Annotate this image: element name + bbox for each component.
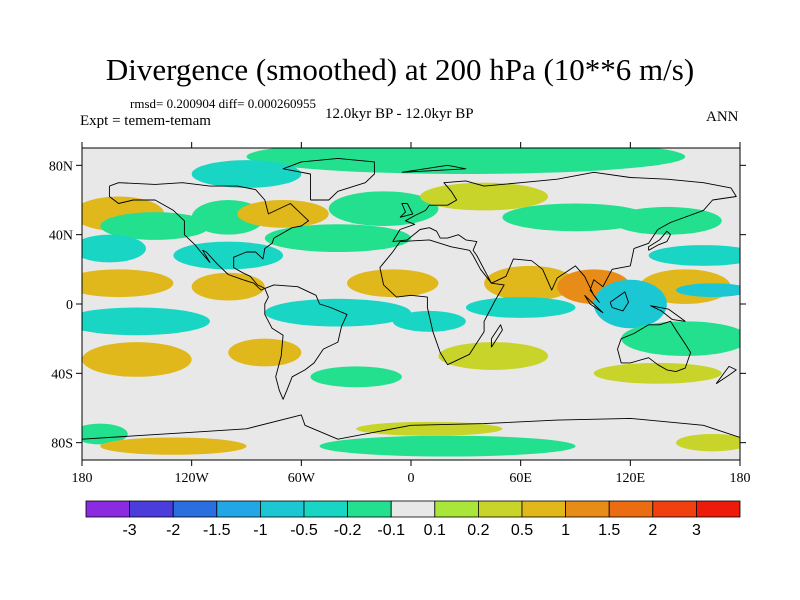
coastline <box>392 171 737 303</box>
y-tick-label: 0 <box>66 298 73 313</box>
season-label: ANN <box>706 109 739 125</box>
field-patch <box>420 182 549 211</box>
coastline <box>264 284 348 400</box>
coastline <box>650 305 686 322</box>
x-tick-label: 180 <box>730 471 751 486</box>
chart-title: Divergence (smoothed) at 200 hPa (10**6 … <box>105 52 695 87</box>
field-patch <box>237 200 329 228</box>
coastline <box>490 324 503 348</box>
colorbar-swatch <box>521 500 566 518</box>
x-tick-label: 180 <box>72 471 93 486</box>
coastline <box>401 164 467 173</box>
coastline <box>617 320 692 373</box>
x-tick-label: 120E <box>616 471 646 486</box>
x-tick-label: 0 <box>408 471 415 486</box>
colorbar-label: -0.2 <box>334 522 362 539</box>
field-patch <box>82 307 210 336</box>
coastline <box>379 239 505 366</box>
field-patch <box>191 272 265 301</box>
colorbar-label: -3 <box>122 522 136 539</box>
coastline <box>584 294 604 314</box>
field-patch <box>264 224 411 252</box>
coastline <box>648 230 671 251</box>
field-patch <box>82 423 128 445</box>
colorbar-label: 3 <box>692 522 701 539</box>
field-patch <box>648 245 740 266</box>
colorbar-label: 1 <box>561 522 570 539</box>
field-patch <box>347 269 439 298</box>
field-patch <box>593 279 667 329</box>
colorbar-label: -2 <box>166 522 180 539</box>
x-tick-label: 60W <box>288 471 316 486</box>
colorbar-label: 0.2 <box>467 522 489 539</box>
field-patch <box>621 321 740 356</box>
field-patch <box>228 338 302 367</box>
field-patch <box>82 342 192 377</box>
field-patch <box>612 206 722 235</box>
colorbar-label: -0.5 <box>290 522 318 539</box>
axis-layer: 180 120W 60W 0 60E 120E 180 80N 40N 0 40S 80S <box>49 142 751 486</box>
coastline <box>108 182 310 291</box>
colorbar-swatch <box>565 500 610 518</box>
y-tick-label: 40S <box>51 367 73 382</box>
field-patch <box>310 366 402 388</box>
colorbar-label: 2 <box>648 522 657 539</box>
colorbar-label: 1.5 <box>598 522 620 539</box>
field-patch <box>246 148 686 174</box>
colorbar-label: 0.1 <box>424 522 446 539</box>
field-patch <box>676 283 740 298</box>
field-patch <box>356 421 503 436</box>
coastline <box>609 291 629 312</box>
colorbar-swatch <box>85 500 130 518</box>
colorbar-label: -1.5 <box>203 522 231 539</box>
colorbar-swatch <box>652 500 697 518</box>
field-patch <box>82 269 174 298</box>
field-patch <box>100 437 247 455</box>
colorbar-swatch <box>303 500 348 518</box>
field-patch <box>593 362 722 384</box>
field-patch <box>191 160 302 188</box>
coastline-layer <box>82 157 740 440</box>
coastline <box>399 203 414 218</box>
colorbar-swatch <box>696 500 741 518</box>
field-patch <box>319 435 576 457</box>
field-patch <box>82 234 146 263</box>
coastline <box>82 414 740 440</box>
coastline <box>282 157 375 201</box>
colorbar-swatch <box>390 500 436 518</box>
colorbar-swatch <box>434 500 479 518</box>
y-tick-label: 80S <box>51 437 73 452</box>
field-patch <box>502 203 649 232</box>
colorbar-swatch <box>347 500 392 518</box>
field-patch <box>173 241 284 270</box>
colorbar-label: 0.5 <box>511 522 533 539</box>
rmsd-diff-stats: rmsd= 0.200904 diff= 0.000260955 <box>130 96 316 111</box>
contour-fill-layer <box>82 148 740 457</box>
colorbar: -3 -2 -1.5 -1 -0.5 -0.2 -0.1 0.1 0.2 0.5 1 1.5 2 3 <box>85 500 741 539</box>
field-patch <box>465 297 576 318</box>
field-patch <box>676 434 740 452</box>
x-tick-label: 60E <box>509 471 532 486</box>
period-label: 12.0kyr BP - 12.0kyr BP <box>325 106 474 122</box>
field-patch <box>264 298 411 327</box>
colorbar-swatch <box>477 500 523 518</box>
colorbar-swatch <box>259 500 305 518</box>
y-tick-label: 40N <box>49 229 73 244</box>
colorbar-label: -1 <box>253 522 267 539</box>
experiment-label: Expt = temem-temam <box>80 113 211 129</box>
colorbar-swatch <box>608 500 654 518</box>
colorbar-swatch <box>172 500 218 518</box>
coastline <box>715 365 737 385</box>
x-tick-label: 120W <box>175 471 210 486</box>
field-patch <box>392 310 466 332</box>
colorbar-swatch <box>129 500 174 518</box>
colorbar-swatch <box>216 500 261 518</box>
colorbar-label: -0.1 <box>377 522 405 539</box>
y-tick-label: 80N <box>49 159 73 174</box>
field-patch <box>438 342 549 370</box>
